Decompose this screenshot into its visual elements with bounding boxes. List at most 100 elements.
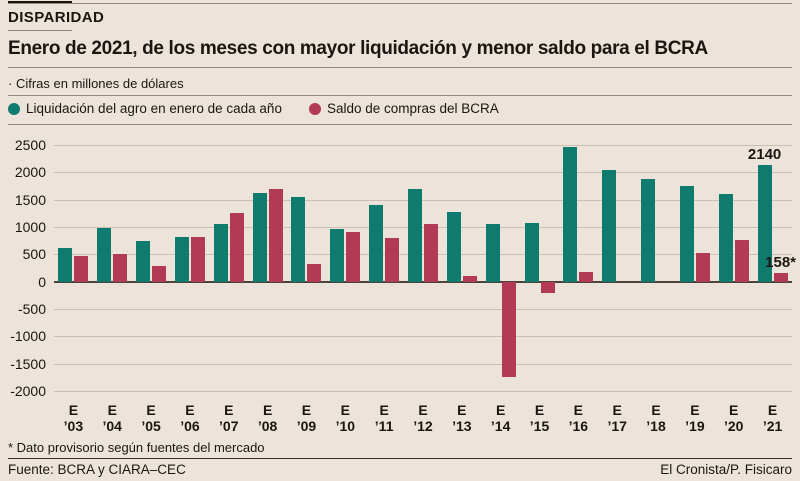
bar-liquidacion-’17: [602, 170, 617, 282]
bar-liquidacion-’12: [408, 189, 422, 282]
bar-liquidacion-’04: [97, 228, 112, 282]
bar-saldo-’06: [190, 236, 205, 282]
bar-saldo-’04: [113, 253, 128, 282]
x-tick-label: E ’20: [723, 402, 744, 434]
bar-liquidacion-’19: [679, 186, 694, 282]
x-tick-label: E ’04: [102, 402, 122, 434]
bar-saldo-’11: [385, 238, 400, 282]
x-tick-label: E ’06: [180, 402, 200, 434]
x-tick-label: E ’15: [529, 402, 550, 434]
y-tick-label: -1500: [10, 355, 46, 372]
legend-label: Saldo de compras del BCRA: [326, 101, 499, 116]
bar-saldo-’15: [540, 281, 555, 293]
note-rule: [8, 95, 792, 96]
x-tick-label: E ’21: [762, 402, 783, 434]
y-tick-label: 1500: [14, 191, 46, 208]
x-tick-label: E ’19: [685, 402, 705, 434]
page-title: Enero de 2021, de los meses con mayor li…: [8, 38, 708, 59]
y-tick-label: 1000: [14, 219, 46, 235]
gridline: [54, 336, 792, 338]
gridline: [54, 145, 792, 146]
x-tick-label: E ’16: [568, 402, 589, 434]
zero-line: [54, 280, 792, 283]
legend: Liquidación del agro en enero de cada añ…: [8, 101, 499, 116]
bar-liquidacion-’07: [213, 223, 228, 282]
legend-item-liquidacion: Liquidación del agro en enero de cada añ…: [8, 101, 282, 116]
bar-liquidacion-’09: [291, 196, 306, 282]
y-tick-label: 2000: [14, 164, 46, 181]
liquidacion-dot-icon: [8, 102, 20, 115]
kicker-accent-bar: [8, 1, 72, 4]
gridline: [54, 227, 792, 228]
bar-saldo-’16: [579, 272, 594, 282]
bar-saldo-’07: [229, 213, 244, 282]
gridline: [54, 254, 792, 256]
gridline: [54, 391, 792, 392]
bar-liquidacion-’13: [446, 212, 461, 282]
chart: 2140 158* 2500 2000 1500 1000 500 0 -500 -1000 -1…: [0, 137, 800, 434]
x-tick-label: E ’05: [141, 402, 161, 434]
y-tick-label: -500: [17, 301, 46, 317]
x-tick-label: E ’08: [257, 402, 278, 434]
gridline: [54, 309, 792, 310]
bar-saldo-’08: [268, 188, 283, 282]
top-rule: [8, 3, 792, 4]
units-note: · Cifras en millones de dólares: [8, 76, 184, 91]
x-tick-label: E ’13: [452, 402, 472, 434]
bar-liquidacion-’21: [757, 164, 772, 282]
value-annotation: 158*: [765, 254, 797, 272]
bar-liquidacion-’06: [174, 236, 189, 282]
x-tick-label: E ’10: [335, 402, 356, 434]
bar-saldo-’13: [462, 276, 477, 282]
x-tick-label: E ’12: [413, 402, 433, 434]
y-tick-label: 0: [38, 273, 46, 290]
bar-liquidacion-’14: [485, 223, 500, 282]
footer-rule: [8, 458, 792, 459]
legend-label: Liquidación del agro en enero de cada añ…: [26, 101, 282, 116]
legend-rule: [8, 124, 792, 125]
bar-liquidacion-’16: [563, 147, 578, 282]
bar-liquidacion-’20: [718, 194, 733, 282]
x-tick-label: E ’14: [490, 402, 511, 434]
bar-saldo-’12: [424, 223, 438, 282]
bar-liquidacion-’03: [58, 247, 73, 282]
headline-rule: [8, 67, 792, 68]
bar-liquidacion-’15: [524, 222, 539, 282]
y-tick-label: -2000: [10, 383, 46, 399]
bar-saldo-’14: [501, 281, 516, 378]
bar-saldo-’20: [734, 240, 749, 282]
y-tick-label: 500: [22, 246, 46, 263]
footnote: * Dato provisorio según fuentes del merc…: [8, 440, 265, 455]
x-tick-label: E ’17: [607, 402, 627, 434]
x-tick-label: E ’09: [296, 402, 317, 434]
value-annotation: 2140: [747, 145, 782, 163]
author-credit: El Cronista/P. Fisicaro: [660, 462, 792, 477]
bar-liquidacion-’10: [330, 229, 345, 282]
y-tick-label: 2500: [14, 137, 46, 153]
bar-saldo-’10: [346, 232, 361, 282]
saldo-dot-icon: [308, 102, 321, 115]
bar-saldo-’19: [695, 252, 710, 282]
gridline: [54, 172, 792, 174]
bar-liquidacion-’08: [252, 192, 267, 282]
bar-liquidacion-’05: [136, 240, 151, 282]
kicker: DISPARIDAD: [8, 9, 105, 26]
source-credit: Fuente: BCRA y CIARA–CEC: [8, 462, 186, 477]
x-tick-label: E ’03: [63, 402, 84, 434]
gridline: [54, 199, 792, 201]
kicker-rule: [8, 30, 72, 31]
x-tick-label: E ’07: [219, 402, 239, 434]
y-tick-label: -1000: [10, 328, 46, 345]
gridline: [54, 363, 792, 365]
legend-item-saldo: Saldo de compras del BCRA: [308, 101, 499, 116]
bar-liquidacion-’18: [641, 179, 656, 282]
plot-area: 2140 158*: [54, 145, 796, 392]
x-tick-label: E ’18: [646, 402, 666, 434]
bar-saldo-’21: [773, 273, 788, 282]
bar-saldo-’03: [74, 255, 89, 282]
bar-saldo-’05: [152, 266, 167, 282]
x-tick-label: E ’11: [374, 402, 394, 434]
bar-liquidacion-’11: [369, 205, 384, 282]
bar-saldo-’09: [307, 264, 322, 282]
